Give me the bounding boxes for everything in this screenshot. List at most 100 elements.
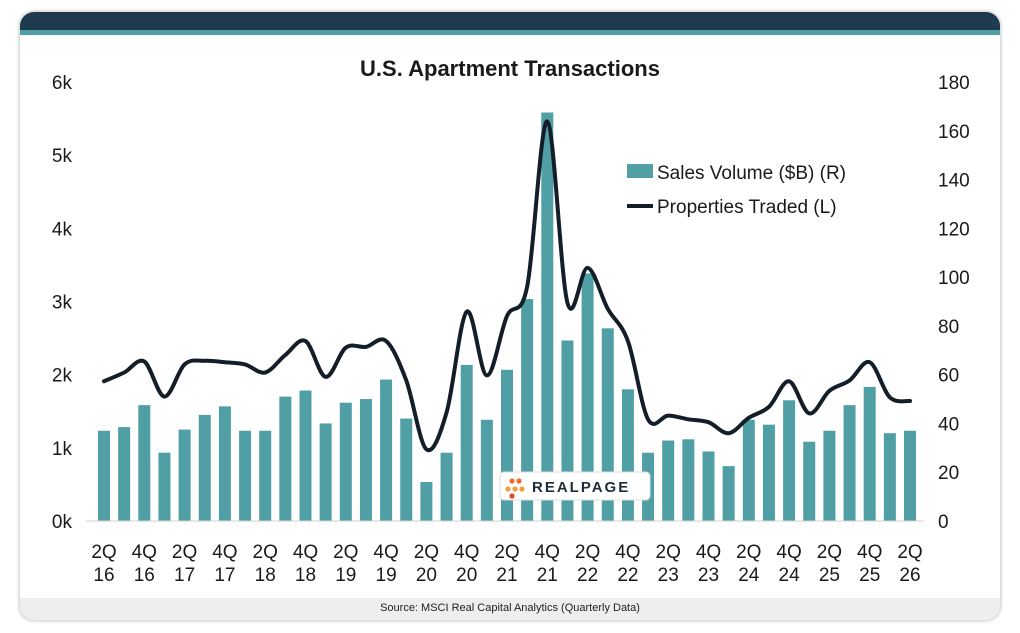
x-tick-label: 19 <box>376 565 397 586</box>
bar-sales-volume <box>158 452 171 521</box>
realpage-logo-badge <box>499 471 651 501</box>
y-right-tick-label: 140 <box>938 171 970 192</box>
x-tick-label: 4Q <box>535 542 560 563</box>
x-tick-label: 16 <box>134 565 155 586</box>
bar-sales-volume <box>783 400 796 521</box>
bar-sales-volume <box>621 389 634 521</box>
y-left-tick-label: 1k <box>52 439 73 460</box>
x-tick-label: 26 <box>899 565 920 586</box>
x-tick-label: 4Q <box>857 542 882 563</box>
realpage-logo-icon <box>509 478 515 484</box>
bar-sales-volume <box>299 390 312 521</box>
y-left-tick-label: 6k <box>52 73 73 94</box>
bar-sales-volume <box>521 299 534 521</box>
bar-sales-volume <box>339 402 352 521</box>
bar-sales-volume <box>843 405 856 521</box>
x-tick-label: 4Q <box>615 542 640 563</box>
x-tick-label: 20 <box>456 565 477 586</box>
bar-sales-volume <box>319 423 332 521</box>
y-left-tick-label: 5k <box>52 146 73 167</box>
x-tick-label: 2Q <box>897 542 922 563</box>
bar-sales-volume <box>863 386 876 521</box>
bar-sales-volume <box>138 405 151 521</box>
bar-sales-volume <box>581 273 594 521</box>
x-tick-label: 4Q <box>132 542 157 563</box>
x-tick-label: 22 <box>577 565 598 586</box>
x-tick-label: 24 <box>779 565 801 586</box>
bar-sales-volume <box>198 414 211 521</box>
bar-sales-volume <box>541 112 554 521</box>
x-tick-label: 22 <box>617 565 638 586</box>
bar-sales-volume <box>904 430 916 521</box>
bar-sales-volume <box>440 452 453 521</box>
x-tick-label: 4Q <box>293 542 318 563</box>
y-right-tick-label: 20 <box>938 463 959 484</box>
y-right-tick-label: 40 <box>938 414 959 435</box>
bar-sales-volume <box>98 430 110 521</box>
y-left-tick-label: 2k <box>52 366 73 387</box>
chart-svg: U.S. Apartment Transactions 0k 1k 2k 3k 4k 5k 6… <box>52 56 970 586</box>
bar-sales-volume <box>762 424 775 521</box>
x-tick-label: 2Q <box>736 542 761 563</box>
bar-sales-volume <box>682 439 695 521</box>
x-tick-label: 4Q <box>212 542 237 563</box>
header-accent-stripe <box>20 30 1000 35</box>
bar-sales-volume <box>420 481 433 521</box>
y-right-tick-label: 80 <box>938 317 959 338</box>
x-tick-label: 2Q <box>253 542 278 563</box>
bar-sales-volume <box>259 430 272 521</box>
y-right-tick-label: 100 <box>938 268 970 289</box>
x-tick-label: 17 <box>174 565 195 586</box>
bar-sales-volume <box>460 364 473 521</box>
bar-sales-volume <box>400 418 413 521</box>
y-right-tick-label: 120 <box>938 219 970 240</box>
bar-sales-volume <box>279 396 292 521</box>
x-tick-label: 4Q <box>454 542 479 563</box>
bar-sales-volume <box>702 451 715 521</box>
x-tick-label: 18 <box>295 565 316 586</box>
y-right-tick-label: 160 <box>938 122 970 143</box>
bar-sales-volume <box>118 427 131 521</box>
x-tick-label: 2Q <box>575 542 600 563</box>
line-properties-traded <box>102 119 912 453</box>
x-tick-label: 4Q <box>373 542 398 563</box>
bar-sales-volume <box>359 399 372 521</box>
x-tick-label: 17 <box>214 565 235 586</box>
x-tick-label: 16 <box>93 565 114 586</box>
chart-title: U.S. Apartment Transactions <box>360 56 660 81</box>
x-tick-label: 23 <box>698 565 719 586</box>
chart-card: U.S. Apartment Transactions 0k 1k 2k 3k 4k 5k 6… <box>20 12 1000 620</box>
x-tick-label: 21 <box>537 565 558 586</box>
legend-label-properties-traded: Properties Traded (L) <box>657 197 837 218</box>
legend-swatch-sales-volume <box>627 164 653 178</box>
bar-sales-volume <box>722 466 735 521</box>
footer-band <box>20 598 1000 620</box>
bar-sales-volume <box>662 440 675 521</box>
x-tick-label: 4Q <box>696 542 721 563</box>
header-bar <box>20 12 1000 30</box>
realpage-logo-icon <box>516 478 522 484</box>
y-left-tick-label: 3k <box>52 293 73 314</box>
x-tick-label: 2Q <box>494 542 519 563</box>
x-tick-label: 2Q <box>91 542 116 563</box>
source-note: Source: MSCI Real Capital Analytics (Qua… <box>380 602 640 614</box>
bar-sales-volume <box>823 430 836 521</box>
realpage-logo-text: REALPAGE <box>532 479 630 496</box>
x-tick-label: 20 <box>416 565 437 586</box>
x-tick-label: 2Q <box>414 542 439 563</box>
x-tick-label: 21 <box>496 565 517 586</box>
y-right-tick-label: 0 <box>938 512 949 533</box>
bar-sales-volume <box>742 419 755 521</box>
bar-sales-volume <box>218 406 231 521</box>
x-tick-label: 18 <box>255 565 276 586</box>
x-tick-label: 4Q <box>776 542 801 563</box>
x-tick-label: 2Q <box>656 542 681 563</box>
x-tick-label: 2Q <box>172 542 197 563</box>
x-tick-label: 2Q <box>817 542 842 563</box>
realpage-logo-icon <box>509 493 515 499</box>
y-right-tick-label: 180 <box>938 73 970 94</box>
bar-sales-volume <box>178 429 191 521</box>
realpage-logo-icon <box>512 486 518 492</box>
bar-sales-volume <box>239 430 252 521</box>
bar-sales-volume <box>883 433 896 521</box>
